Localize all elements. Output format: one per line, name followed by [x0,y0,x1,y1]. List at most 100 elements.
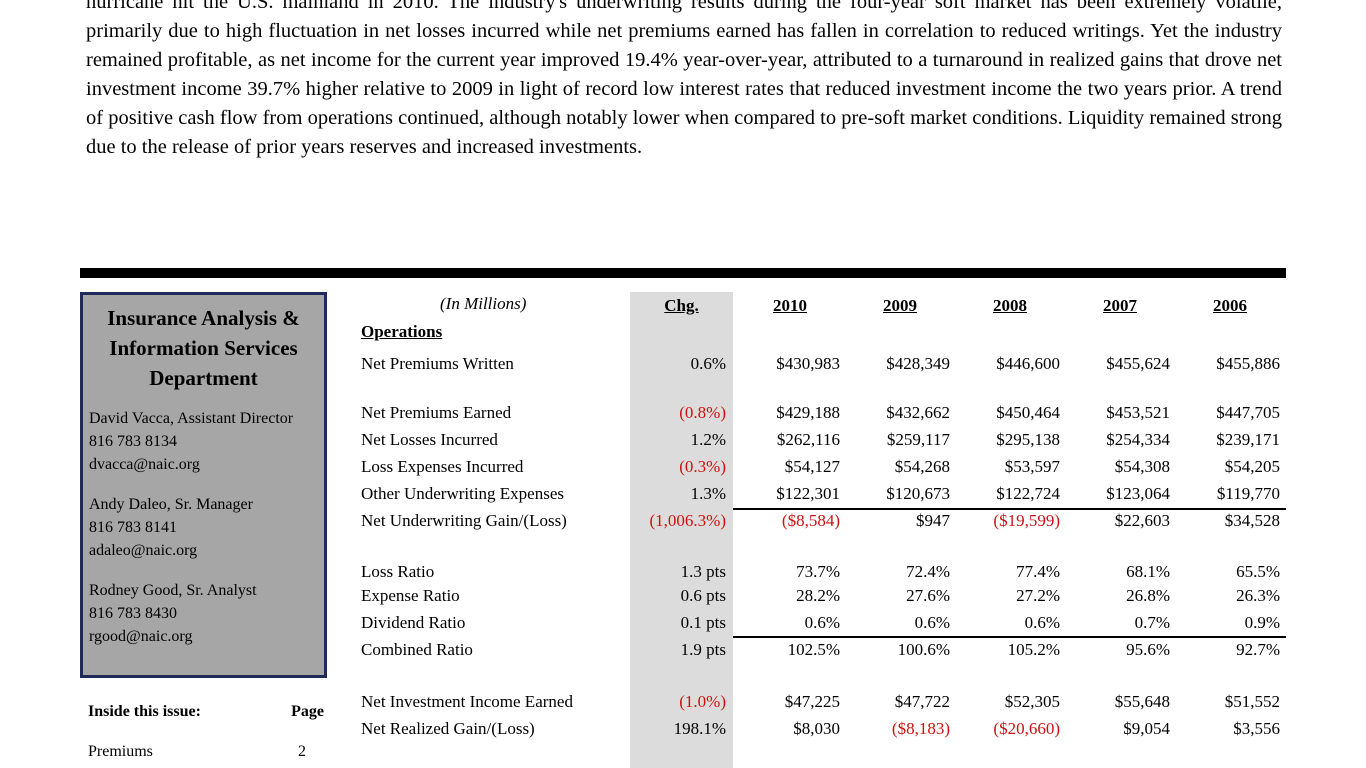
contact-card: Andy Daleo, Sr. Manager 816 783 8141 ada… [89,493,318,562]
value-cell-2009: $259,117 [886,430,950,449]
subtotal-rule [733,636,1286,638]
column-header-2007: 2007 [1103,296,1137,315]
value-cell-2010: $54,127 [784,457,840,476]
value-cell-2009: 72.4% [906,562,950,581]
change-cell: (0.8%) [679,403,726,422]
value-cell-2010: $429,188 [776,403,840,422]
change-cell: 1.3% [690,484,726,503]
table-row: Net Underwriting Gain/(Loss) (1,006.3%) ($… [0,511,1366,535]
row-label: Loss Expenses Incurred [361,457,524,476]
value-cell-2010: ($8,584) [781,511,840,530]
value-cell-2006: $447,705 [1216,403,1280,422]
inside-issue-item[interactable]: Premiums 2 [88,743,328,761]
table-row: Net Investment Income Earned (1.0%) $47,22… [0,692,1366,716]
value-cell-2009: $432,662 [886,403,950,422]
value-cell-2008: $122,724 [996,484,1060,503]
value-cell-2008: $52,305 [1004,692,1060,711]
row-label: Dividend Ratio [361,613,466,632]
value-cell-2010: $8,030 [793,719,840,738]
table-row: Loss Ratio 1.3 pts 73.7% 72.4% 77.4% 68.1% 65.… [0,562,1366,586]
row-label: Loss Ratio [361,562,435,581]
value-cell-2007: $455,624 [1106,354,1170,373]
table-row: Net Premiums Earned (0.8%) $429,188 $432,66… [0,403,1366,427]
value-cell-2007: $123,064 [1106,484,1170,503]
change-cell: (0.3%) [679,457,726,476]
inside-issue-heading: Inside this issue: [88,703,201,720]
value-cell-2008: $53,597 [1004,457,1060,476]
value-cell-2009: ($8,183) [891,719,950,738]
value-cell-2006: $239,171 [1216,430,1280,449]
value-cell-2008: 27.2% [1016,586,1060,605]
inside-issue-page-label: Page [291,703,324,720]
value-cell-2009: $947 [916,511,950,530]
contact-email[interactable]: adaleo@naic.org [89,542,198,559]
table-row: Other Underwriting Expenses 1.3% $122,301 $… [0,484,1366,508]
value-cell-2008: $450,464 [996,403,1060,422]
change-cell: 0.6% [690,354,726,373]
change-cell: 0.1 pts [680,613,726,632]
row-label: Net Premiums Written [361,354,514,373]
value-cell-2006: 26.3% [1236,586,1280,605]
change-cell: (1.0%) [679,692,726,711]
value-cell-2009: $54,268 [894,457,950,476]
value-cell-2009: $47,722 [894,692,950,711]
value-cell-2007: $254,334 [1106,430,1170,449]
change-cell: 1.3 pts [680,562,726,581]
contact-phone: 816 783 8134 [89,433,177,450]
value-cell-2010: 0.6% [804,613,840,632]
value-cell-2006: $455,886 [1216,354,1280,373]
contact-phone: 816 783 8430 [89,605,177,622]
contact-name: Rodney Good, Sr. Analyst [89,582,257,599]
value-cell-2010: 28.2% [796,586,840,605]
section-divider [80,268,1286,278]
change-cell: 1.2% [690,430,726,449]
value-cell-2010: $47,225 [784,692,840,711]
section-label-operations: Operations [361,322,443,341]
row-label: Expense Ratio [361,586,460,605]
value-cell-2007: $22,603 [1114,511,1170,530]
value-cell-2009: 100.6% [897,640,950,659]
value-cell-2008: 105.2% [1007,640,1060,659]
row-label: Net Underwriting Gain/(Loss) [361,511,567,530]
change-column-shading [630,292,733,768]
value-cell-2006: 0.9% [1244,613,1280,632]
value-cell-2006: $3,556 [1233,719,1280,738]
value-cell-2006: $51,552 [1224,692,1280,711]
value-cell-2010: $122,301 [776,484,840,503]
value-cell-2008: 0.6% [1024,613,1060,632]
value-cell-2009: $120,673 [886,484,950,503]
change-cell: 198.1% [673,719,726,738]
contact-name: Andy Daleo, Sr. Manager [89,496,253,513]
value-cell-2006: 65.5% [1236,562,1280,581]
value-cell-2006: $119,770 [1216,484,1280,503]
value-cell-2007: $9,054 [1123,719,1170,738]
value-cell-2007: 68.1% [1126,562,1170,581]
value-cell-2008: ($19,599) [993,511,1060,530]
contact-email[interactable]: rgood@naic.org [89,628,193,645]
value-cell-2006: $54,205 [1224,457,1280,476]
change-cell: 1.9 pts [680,640,726,659]
column-header-2009: 2009 [883,296,917,315]
column-header-2010: 2010 [773,296,807,315]
value-cell-2009: 27.6% [906,586,950,605]
value-cell-2008: $446,600 [996,354,1060,373]
row-label: Net Premiums Earned [361,403,512,422]
contact-email[interactable]: dvacca@naic.org [89,456,200,473]
value-cell-2006: $34,528 [1224,511,1280,530]
intro-text: hurricane hit the U.S. mainland in 2010.… [86,0,1282,162]
unit-label: (In Millions) [440,294,527,313]
value-cell-2008: 77.4% [1016,562,1060,581]
contact-card: Rodney Good, Sr. Analyst 816 783 8430 rg… [89,579,318,648]
value-cell-2007: $453,521 [1106,403,1170,422]
table-row: Net Realized Gain/(Loss) 198.1% $8,030 ($8,… [0,719,1366,743]
value-cell-2007: 0.7% [1134,613,1170,632]
contact-name: David Vacca, Assistant Director [89,410,294,427]
table-row: Combined Ratio 1.9 pts 102.5% 100.6% 105.2% 9… [0,640,1366,664]
value-cell-2006: 92.7% [1236,640,1280,659]
intro-paragraph: hurricane hit the U.S. mainland in 2010.… [86,0,1282,158]
value-cell-2008: ($20,660) [993,719,1060,738]
subtotal-rule [733,508,1286,510]
column-header-2008: 2008 [993,296,1027,315]
value-cell-2007: 95.6% [1126,640,1170,659]
table-row: Net Losses Incurred 1.2% $262,116 $259,117 $… [0,430,1366,454]
